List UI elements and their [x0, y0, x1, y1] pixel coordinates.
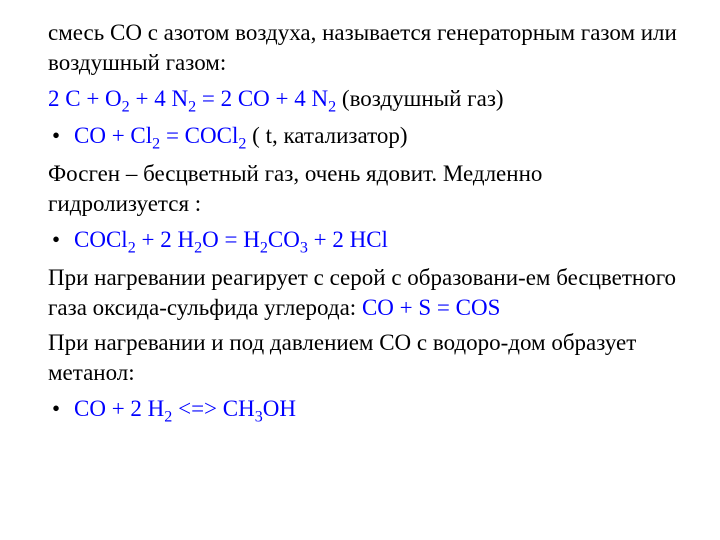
- methanol-paragraph: При нагревании и под давлением СО с водо…: [48, 328, 684, 388]
- equation-hydrolysis: COCl2 + 2 H2O = H2CO3 + 2 HCl: [74, 225, 684, 257]
- eq-sub: 2: [328, 98, 336, 115]
- sulfur-reaction-paragraph: При нагревании реагирует с серой с образ…: [48, 263, 684, 323]
- equation-methanol: CO + 2 H2 <=> CH3OH: [74, 394, 684, 426]
- eq-sub: 2: [188, 98, 196, 115]
- eq-text: 2 C + O: [48, 86, 122, 111]
- equation-cos: CO + S = COS: [362, 295, 500, 320]
- eq-sub: 2: [260, 240, 268, 257]
- eq-note: ( t, катализатор): [246, 123, 407, 148]
- equation-air-gas: 2 C + O2 + 4 N2 = 2 CO + 4 N2 (воздушный…: [48, 84, 684, 116]
- eq-sub: 3: [300, 240, 308, 257]
- eq-text: OH: [263, 396, 296, 421]
- bullet-phosgene-formation: • CO + Cl2 = COCl2 ( t, катализатор): [48, 121, 684, 153]
- eq-sub: 3: [255, 409, 263, 426]
- bullet-methanol: • CO + 2 H2 <=> CH3OH: [48, 394, 684, 426]
- eq-sub: 2: [128, 240, 136, 257]
- bullet-glyph: •: [48, 394, 74, 424]
- eq-note: (воздушный газ): [336, 86, 503, 111]
- document-page: смесь СО с азотом воздуха, называется ге…: [0, 0, 720, 450]
- eq-text: CO + 2 H: [74, 396, 164, 421]
- eq-sub: 2: [152, 136, 160, 153]
- equation-phosgene: CO + Cl2 = COCl2: [74, 123, 246, 148]
- eq-text: = COCl: [160, 123, 238, 148]
- eq-text: O = H: [202, 227, 260, 252]
- eq-text: CO: [268, 227, 300, 252]
- phosgene-description: Фосген – бесцветный газ, очень ядовит. М…: [48, 159, 684, 219]
- eq-text: + 4 N: [130, 86, 188, 111]
- equation-air-gas-formula: 2 C + O2 + 4 N2 = 2 CO + 4 N2: [48, 86, 336, 111]
- eq-text: COCl: [74, 227, 128, 252]
- eq-text: + 2 HCl: [308, 227, 388, 252]
- eq-text: + 2 H: [136, 227, 194, 252]
- eq-text: CO + Cl: [74, 123, 152, 148]
- eq-text: = 2 CO + 4 N: [196, 86, 328, 111]
- eq-text: <=> CH: [172, 396, 254, 421]
- eq-sub: 2: [194, 240, 202, 257]
- bullet-glyph: •: [48, 121, 74, 151]
- bullet-glyph: •: [48, 225, 74, 255]
- intro-paragraph: смесь СО с азотом воздуха, называется ге…: [48, 18, 684, 78]
- bullet-content: CO + Cl2 = COCl2 ( t, катализатор): [74, 121, 684, 153]
- bullet-phosgene-hydrolysis: • COCl2 + 2 H2O = H2CO3 + 2 HCl: [48, 225, 684, 257]
- eq-sub: 2: [122, 98, 130, 115]
